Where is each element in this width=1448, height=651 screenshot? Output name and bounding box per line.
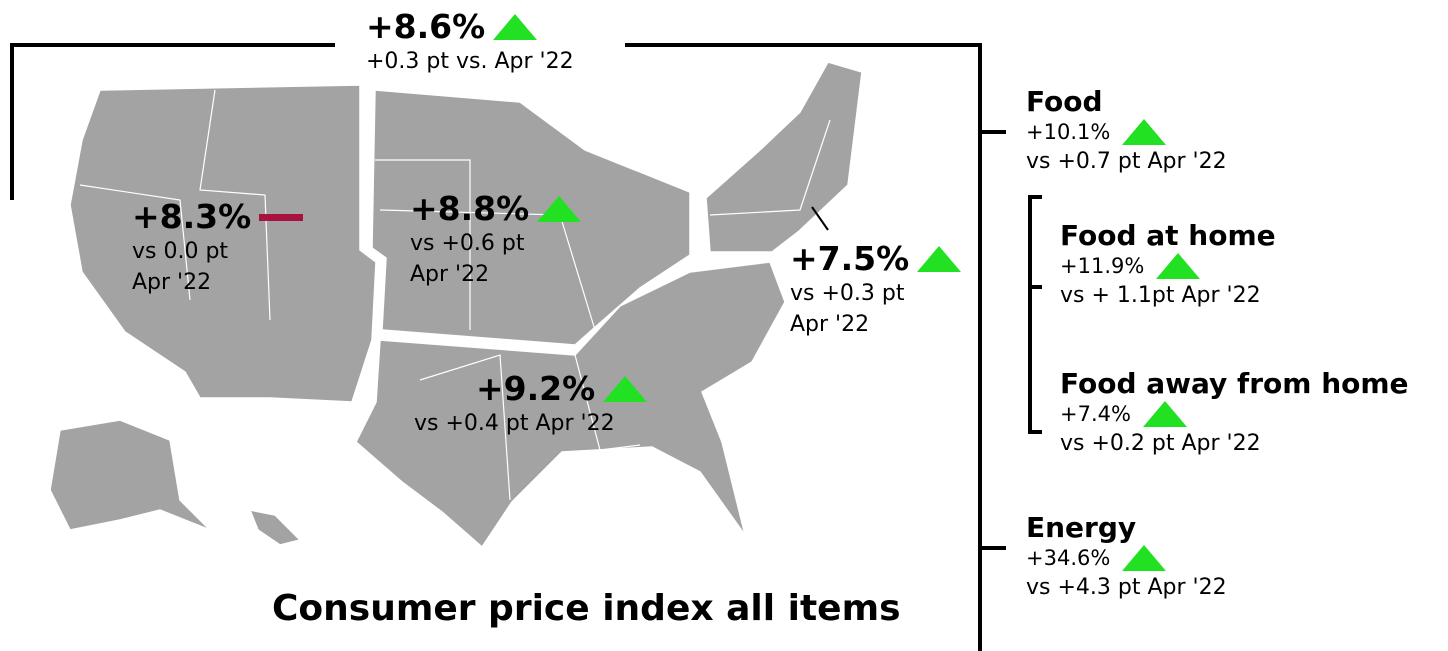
trend-icon bbox=[1142, 401, 1187, 427]
trend-icon bbox=[603, 376, 648, 402]
trend-icon bbox=[537, 196, 582, 222]
category-name: Energy bbox=[1026, 511, 1137, 544]
change-text: +7.5% bbox=[790, 239, 910, 278]
trend-icon bbox=[493, 14, 538, 40]
trend-icon bbox=[917, 246, 962, 272]
change-text: +8.3% bbox=[132, 197, 252, 236]
change: +8.8% bbox=[410, 189, 582, 228]
west-region bbox=[69, 84, 377, 403]
region-label: +8.3% vs 0.0 pt Apr '22 bbox=[132, 197, 304, 298]
south-region bbox=[355, 261, 786, 549]
change: +9.2% bbox=[476, 369, 648, 408]
detail: vs +0.7 pt Apr '22 bbox=[1026, 149, 1227, 174]
state-line bbox=[574, 354, 641, 451]
inner-bracket bbox=[1028, 195, 1042, 434]
detail: Apr '22 bbox=[410, 262, 490, 287]
change: +34.6% bbox=[1026, 544, 1227, 572]
region-label: +9.2% vs +0.4 pt Apr '22 bbox=[414, 369, 648, 439]
leader-line bbox=[811, 206, 829, 231]
change: +8.3% bbox=[132, 197, 304, 236]
category-name: Food bbox=[1026, 85, 1103, 118]
state-line bbox=[199, 89, 271, 321]
state-line bbox=[709, 119, 831, 216]
change: +7.5% bbox=[790, 239, 962, 278]
detail: vs +0.3 pt bbox=[790, 281, 905, 306]
state-line bbox=[79, 184, 191, 301]
hawaii bbox=[248, 508, 302, 546]
change-text: +11.9% bbox=[1060, 254, 1145, 278]
trend-icon bbox=[259, 213, 304, 221]
title: Consumer price index all items bbox=[272, 588, 901, 629]
category-label: Food +10.1% vs +0.7 pt Apr '22 bbox=[1026, 86, 1227, 177]
region-label: +8.6% +0.3 pt vs. Apr '22 bbox=[366, 8, 574, 77]
detail: Apr '22 bbox=[132, 270, 212, 295]
category-name: Food at home bbox=[1060, 219, 1276, 252]
region-label: +7.5% vs +0.3 pt Apr '22 bbox=[790, 239, 962, 340]
category-label: Food at home +11.9% vs + 1.1pt Apr '22 bbox=[1060, 220, 1276, 311]
northeast-region bbox=[705, 61, 863, 253]
change: +11.9% bbox=[1060, 252, 1276, 280]
change-text: +8.8% bbox=[410, 189, 530, 228]
category-name: Food away from home bbox=[1060, 367, 1409, 400]
category-label: Energy +34.6% vs +4.3 pt Apr '22 bbox=[1026, 512, 1227, 603]
trend-icon bbox=[1122, 545, 1167, 571]
detail: vs +0.6 pt bbox=[410, 231, 525, 256]
detail: vs 0.0 pt bbox=[132, 239, 229, 264]
change-text: +10.1% bbox=[1026, 120, 1111, 144]
trend-icon bbox=[1122, 119, 1167, 145]
detail: vs +0.2 pt Apr '22 bbox=[1060, 431, 1261, 456]
change-text: +7.4% bbox=[1060, 402, 1131, 426]
change-text: +34.6% bbox=[1026, 546, 1111, 570]
state-line bbox=[375, 159, 471, 330]
detail: vs +4.3 pt Apr '22 bbox=[1026, 575, 1227, 600]
detail: vs + 1.1pt Apr '22 bbox=[1060, 283, 1261, 308]
alaska bbox=[49, 419, 211, 531]
change-text: +8.6% bbox=[366, 7, 486, 46]
midwest-region bbox=[371, 89, 691, 346]
bracket bbox=[625, 43, 982, 651]
region-label: +8.8% vs +0.6 pt Apr '22 bbox=[410, 189, 582, 290]
detail: Apr '22 bbox=[790, 312, 870, 337]
bracket bbox=[10, 43, 335, 200]
change: +7.4% bbox=[1060, 400, 1409, 428]
trend-icon bbox=[1156, 253, 1201, 279]
change: +10.1% bbox=[1026, 118, 1227, 146]
category-label: Food away from home +7.4% vs +0.2 pt Apr '… bbox=[1060, 368, 1409, 459]
change-text: +9.2% bbox=[476, 369, 596, 408]
change: +8.6% bbox=[366, 8, 574, 46]
state-line bbox=[419, 354, 511, 501]
detail: +0.3 pt vs. Apr '22 bbox=[366, 49, 574, 74]
detail: vs +0.4 pt Apr '22 bbox=[414, 411, 615, 436]
